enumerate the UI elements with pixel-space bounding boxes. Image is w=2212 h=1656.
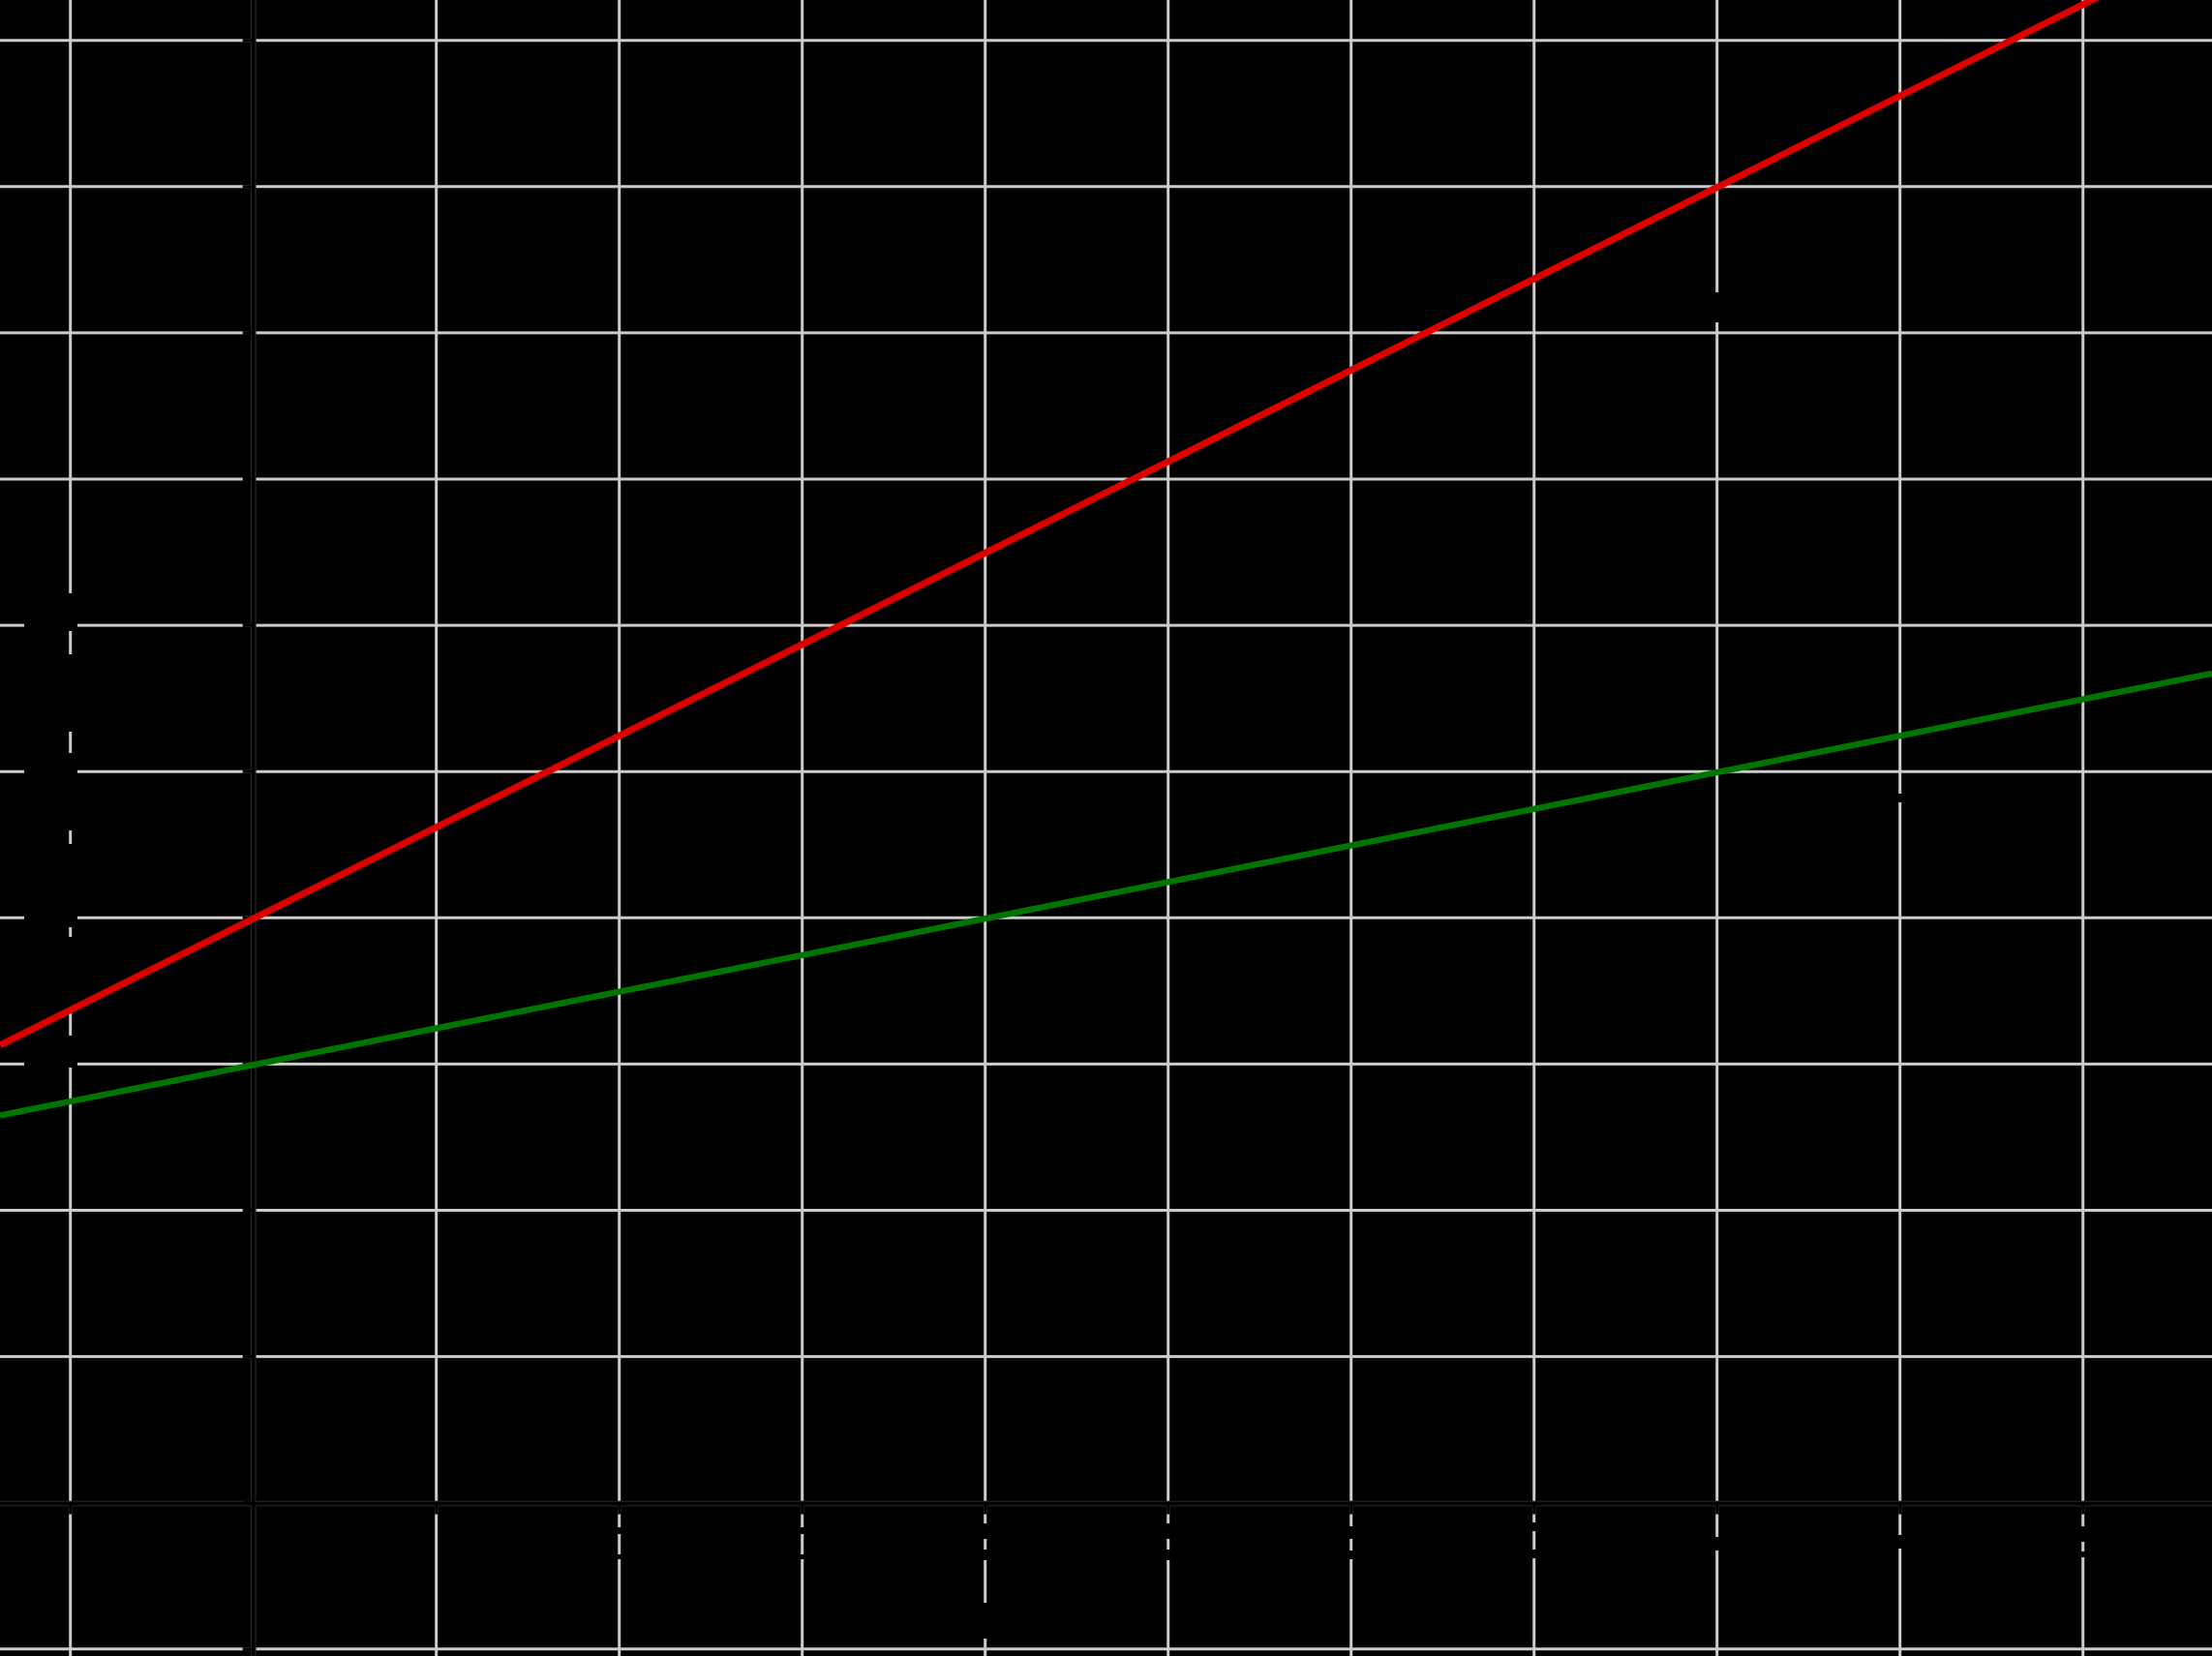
glyph-fragment xyxy=(2070,1526,2096,1542)
glyph-fragment xyxy=(789,1527,815,1534)
glyph-fragment xyxy=(1155,1550,1181,1560)
glyph-fragment xyxy=(1521,1522,1547,1531)
glyph-fragment xyxy=(2070,1551,2096,1557)
function-line-red[interactable] xyxy=(0,0,2212,1048)
glyph-fragment xyxy=(24,844,77,927)
glyph-fragment xyxy=(972,1603,998,1639)
glyph-fragment xyxy=(1338,1551,1364,1559)
glyph-fragment xyxy=(24,1036,77,1068)
glyph-fragment xyxy=(1155,1523,1181,1539)
function-lines xyxy=(0,0,2212,1119)
glyph-fragment xyxy=(789,1554,815,1559)
glyph-fragment xyxy=(1521,1550,1547,1558)
glyph-fragment xyxy=(24,753,77,830)
glyph-fragment xyxy=(24,654,77,732)
glyph-fragment xyxy=(606,1554,632,1559)
glyph-fragment xyxy=(1704,1537,1730,1551)
glyph-fragment xyxy=(24,937,77,1011)
glyph-fragment xyxy=(1708,292,1727,322)
glyph-fragment xyxy=(1887,1535,1913,1549)
glyph-fragments xyxy=(24,292,2096,1639)
glyph-fragment xyxy=(972,1550,998,1560)
glyph-fragment xyxy=(1338,1526,1364,1539)
glyph-fragment xyxy=(606,1527,632,1534)
glyph-fragment xyxy=(24,593,77,631)
function-line-green[interactable] xyxy=(0,670,2212,1119)
glyph-fragment xyxy=(1894,794,1907,802)
glyph-fragment xyxy=(972,1523,998,1539)
